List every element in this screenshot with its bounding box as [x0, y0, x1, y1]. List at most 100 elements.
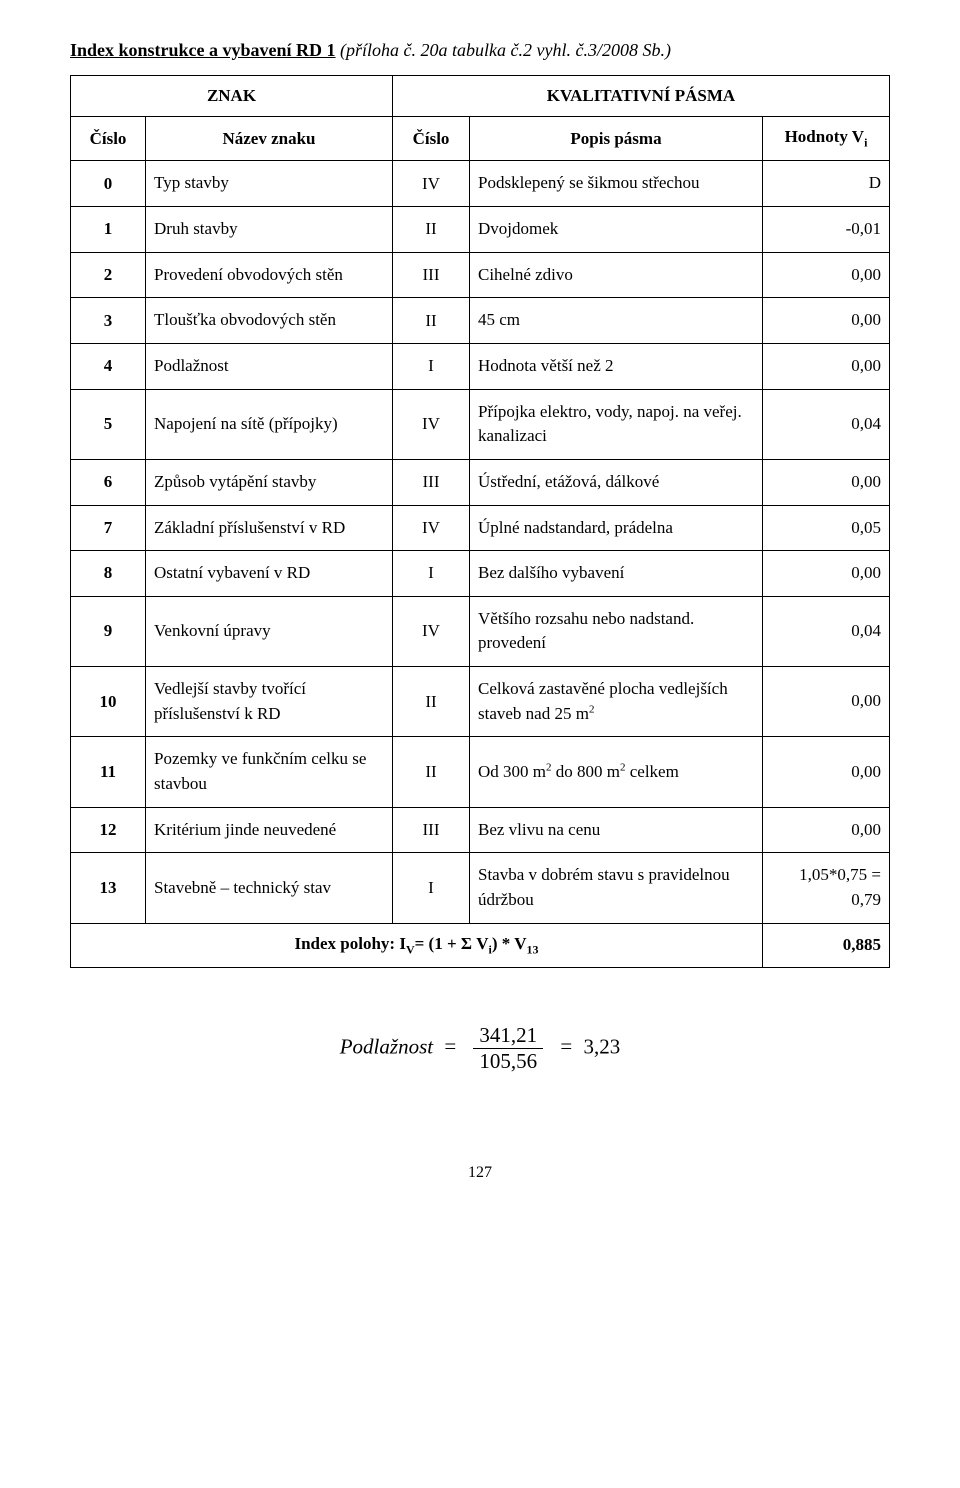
page-title: Index konstrukce a vybavení RD 1 (příloh…	[70, 40, 890, 61]
cell-desc: Celková zastavěné plocha vedlejších stav…	[470, 667, 763, 737]
cell-number: 12	[71, 807, 146, 853]
table-row: 11Pozemky ve funkčním celku se stavbouII…	[71, 737, 890, 807]
cell-number: 3	[71, 298, 146, 344]
table-row: 12Kritérium jinde neuvedenéIIIBez vlivu …	[71, 807, 890, 853]
cell-value: 0,00	[763, 252, 890, 298]
cell-number: 6	[71, 459, 146, 505]
cell-value: 0,00	[763, 551, 890, 597]
cell-desc: Hodnota větší než 2	[470, 343, 763, 389]
index-row: Index polohy: IV= (1 + Σ Vi) * V13 0,885	[71, 923, 890, 967]
cell-value: 0,00	[763, 343, 890, 389]
hdr-nazev: Název znaku	[146, 117, 393, 161]
table-row: 2Provedení obvodových stěnIIICihelné zdi…	[71, 252, 890, 298]
cell-code: II	[393, 667, 470, 737]
cell-number: 8	[71, 551, 146, 597]
title-main: Index konstrukce a vybavení RD 1	[70, 40, 336, 60]
table-body: 0Typ stavbyIVPodsklepený se šikmou střec…	[71, 161, 890, 923]
cell-name: Napojení na sítě (přípojky)	[146, 389, 393, 459]
cell-desc: Stavba v dobrém stavu s pravidelnou údrž…	[470, 853, 763, 923]
cell-name: Typ stavby	[146, 161, 393, 207]
equals-2: =	[560, 1034, 572, 1058]
cell-name: Kritérium jinde neuvedené	[146, 807, 393, 853]
cell-desc: Dvojdomek	[470, 207, 763, 253]
cell-code: II	[393, 737, 470, 807]
formula-fraction: 341,21 105,56	[473, 1023, 543, 1074]
cell-number: 2	[71, 252, 146, 298]
table-row: 7Základní příslušenství v RDIVÚplné nads…	[71, 505, 890, 551]
cell-code: I	[393, 551, 470, 597]
cell-desc: Od 300 m2 do 800 m2 celkem	[470, 737, 763, 807]
cell-desc: Cihelné zdivo	[470, 252, 763, 298]
cell-number: 1	[71, 207, 146, 253]
cell-name: Základní příslušenství v RD	[146, 505, 393, 551]
cell-value: -0,01	[763, 207, 890, 253]
cell-value: 0,00	[763, 667, 890, 737]
table-header-row-1: ZNAK KVALITATIVNÍ PÁSMA	[71, 76, 890, 117]
index-value: 0,885	[763, 923, 890, 967]
cell-value: D	[763, 161, 890, 207]
cell-code: I	[393, 343, 470, 389]
table-row: 10Vedlejší stavby tvořící příslušenství …	[71, 667, 890, 737]
cell-name: Pozemky ve funkčním celku se stavbou	[146, 737, 393, 807]
formula: Podlažnost = 341,21 105,56 = 3,23	[70, 1023, 890, 1074]
table-row: 1Druh stavbyIIDvojdomek-0,01	[71, 207, 890, 253]
table-row: 8Ostatní vybavení v RDIBez dalšího vybav…	[71, 551, 890, 597]
cell-name: Provedení obvodových stěn	[146, 252, 393, 298]
formula-num: 341,21	[473, 1023, 543, 1049]
cell-code: III	[393, 807, 470, 853]
cell-number: 9	[71, 596, 146, 666]
cell-number: 4	[71, 343, 146, 389]
cell-value: 0,04	[763, 596, 890, 666]
cell-desc: Ústřední, etážová, dálkové	[470, 459, 763, 505]
cell-name: Druh stavby	[146, 207, 393, 253]
cell-code: III	[393, 252, 470, 298]
cell-desc: Podsklepený se šikmou střechou	[470, 161, 763, 207]
table-row: 4PodlažnostIHodnota větší než 20,00	[71, 343, 890, 389]
hdr-hodnoty-text: Hodnoty V	[785, 127, 865, 146]
table-row: 3Tloušťka obvodových stěnII45 cm0,00	[71, 298, 890, 344]
cell-value: 0,00	[763, 459, 890, 505]
cell-code: IV	[393, 505, 470, 551]
equals-1: =	[444, 1034, 456, 1058]
cell-value: 0,05	[763, 505, 890, 551]
cell-number: 7	[71, 505, 146, 551]
table-header-row-2: Číslo Název znaku Číslo Popis pásma Hodn…	[71, 117, 890, 161]
hdr-popis: Popis pásma	[470, 117, 763, 161]
hdr-znak: ZNAK	[71, 76, 393, 117]
cell-code: II	[393, 207, 470, 253]
cell-desc: Přípojka elektro, vody, napoj. na veřej.…	[470, 389, 763, 459]
formula-rhs: 3,23	[584, 1034, 621, 1058]
formula-lhs: Podlažnost	[340, 1034, 433, 1058]
cell-number: 5	[71, 389, 146, 459]
index-label: Index polohy: IV= (1 + Σ Vi) * V13	[71, 923, 763, 967]
cell-desc: Bez dalšího vybavení	[470, 551, 763, 597]
cell-code: IV	[393, 389, 470, 459]
hdr-hodnoty: Hodnoty Vi	[763, 117, 890, 161]
cell-desc: Úplné nadstandard, prádelna	[470, 505, 763, 551]
cell-value: 0,00	[763, 298, 890, 344]
table-row: 0Typ stavbyIVPodsklepený se šikmou střec…	[71, 161, 890, 207]
table-row: 6Způsob vytápění stavbyIIIÚstřední, etáž…	[71, 459, 890, 505]
cell-code: IV	[393, 161, 470, 207]
cell-code: II	[393, 298, 470, 344]
page-number: 127	[70, 1164, 890, 1182]
cell-code: I	[393, 853, 470, 923]
cell-value: 0,00	[763, 807, 890, 853]
cell-code: IV	[393, 596, 470, 666]
cell-name: Vedlejší stavby tvořící příslušenství k …	[146, 667, 393, 737]
cell-name: Venkovní úpravy	[146, 596, 393, 666]
main-table: ZNAK KVALITATIVNÍ PÁSMA Číslo Název znak…	[70, 75, 890, 968]
title-sub: (příloha č. 20a tabulka č.2 vyhl. č.3/20…	[340, 40, 671, 60]
cell-name: Ostatní vybavení v RD	[146, 551, 393, 597]
table-row: 5Napojení na sítě (přípojky)IVPřípojka e…	[71, 389, 890, 459]
cell-code: III	[393, 459, 470, 505]
cell-value: 0,04	[763, 389, 890, 459]
cell-desc: 45 cm	[470, 298, 763, 344]
cell-desc: Bez vlivu na cenu	[470, 807, 763, 853]
cell-number: 0	[71, 161, 146, 207]
formula-den: 105,56	[473, 1049, 543, 1074]
cell-desc: Většího rozsahu nebo nadstand. provedení	[470, 596, 763, 666]
hdr-cislo-1: Číslo	[71, 117, 146, 161]
cell-number: 13	[71, 853, 146, 923]
hdr-kval: KVALITATIVNÍ PÁSMA	[393, 76, 890, 117]
